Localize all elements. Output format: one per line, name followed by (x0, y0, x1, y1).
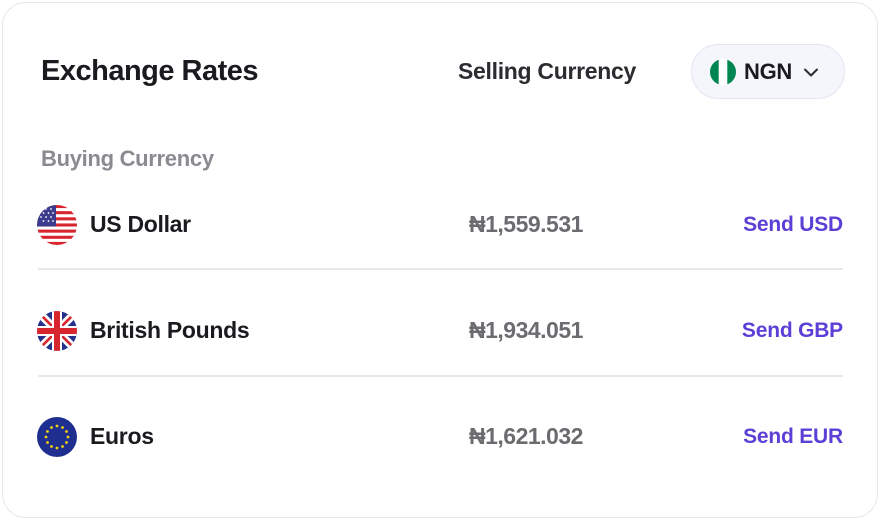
rate-row-eur: Euros ₦1,621.032 Send EUR (37, 381, 843, 487)
currency-name: US Dollar (90, 211, 191, 237)
rate-row-gbp: British Pounds ₦1,934.051 Send GBP (37, 275, 843, 381)
send-eur-link[interactable]: Send EUR (743, 425, 843, 448)
divider (38, 375, 843, 377)
uk-flag-icon (37, 311, 77, 351)
currency-name: Euros (90, 423, 154, 449)
exchange-rate-value: ₦1,934.051 (469, 317, 583, 343)
chevron-down-icon (804, 68, 818, 76)
rate-row-usd: US Dollar ₦1,559.531 Send USD (37, 169, 843, 275)
currency-name: British Pounds (90, 317, 250, 343)
send-usd-link[interactable]: Send USD (743, 213, 843, 236)
selling-currency-label: Selling Currency (458, 58, 636, 84)
eu-flag-icon (37, 417, 77, 457)
nigeria-flag-icon (710, 58, 736, 85)
exchange-rate-value: ₦1,559.531 (469, 211, 583, 237)
page-title: Exchange Rates (41, 55, 259, 87)
divider (38, 268, 843, 270)
exchange-rate-value: ₦1,621.032 (469, 423, 583, 449)
selling-currency-select[interactable]: NGN (691, 44, 845, 99)
us-flag-icon (37, 205, 77, 245)
send-gbp-link[interactable]: Send GBP (741, 319, 843, 342)
buying-currency-label: Buying Currency (41, 146, 214, 171)
selling-currency-code: NGN (744, 58, 792, 84)
